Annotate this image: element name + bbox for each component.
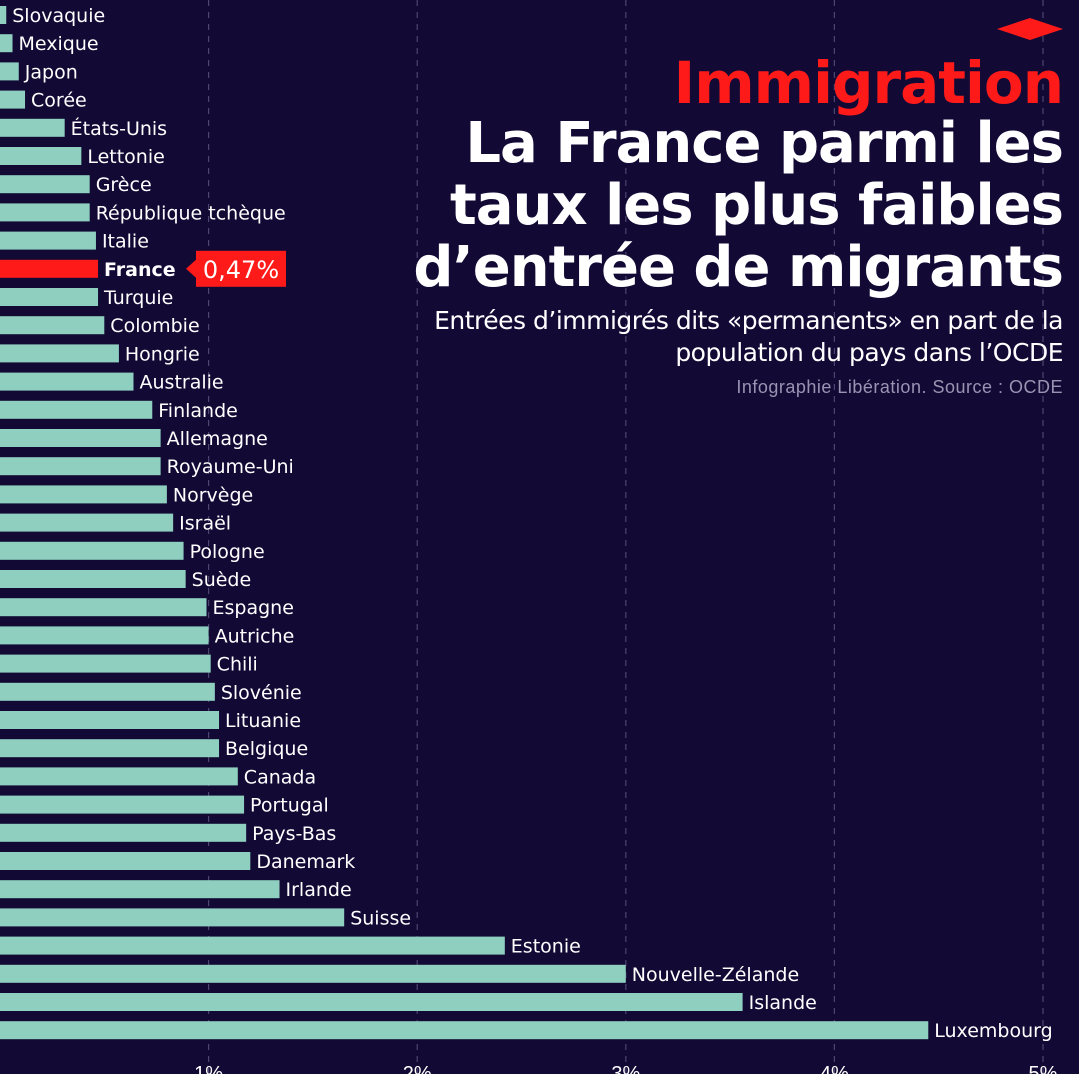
category-label: Japon [24,61,78,83]
x-tick-label: 5% [1029,1063,1058,1074]
category-label: Hongrie [125,343,200,365]
category-label: France [104,259,176,281]
bar [0,344,119,363]
bar [0,823,247,842]
category-label: Grèce [96,174,152,196]
bar [0,62,19,81]
category-label: Autriche [215,625,295,647]
chart-subtitle: Entrées d’immigrés dits «permanents» en … [434,306,1063,367]
callout-pointer [186,259,196,278]
category-label: Suisse [350,907,411,929]
category-label: Islande [749,992,817,1014]
category-label: Turquie [103,287,173,309]
bar [0,90,26,109]
category-label: Nouvelle-Zélande [632,964,799,986]
category-label: Canada [244,766,316,788]
category-label: Colombie [110,315,199,337]
category-label: Norvège [173,484,253,506]
bar [0,852,251,870]
bar [0,175,90,194]
category-label: Danemark [256,851,355,873]
category-label: Slovénie [221,682,302,704]
highlight-callout: 0,47% [186,250,286,287]
category-label: Irlande [286,879,352,901]
bar [0,993,743,1011]
x-tick-label: 2% [403,1063,432,1074]
bar [0,767,238,786]
bar [0,711,220,729]
bar [0,400,153,419]
bar [0,541,184,560]
category-label: Suède [192,569,252,591]
bar [0,880,280,899]
bar [0,964,626,983]
category-label: Finlande [158,400,238,422]
bar [0,231,96,250]
category-label: Lettonie [87,146,164,168]
category-label: Australie [140,372,224,394]
category-label: Luxembourg [934,1020,1052,1042]
category-label: Corée [31,90,87,112]
bar [0,513,174,532]
x-axis-ticks: 1% 2% 3% 4% 5% [194,1063,1058,1074]
category-label: Pays-Bas [252,823,336,845]
chart-kicker: Immigration [673,49,1064,117]
bar [0,118,65,137]
bar [0,147,82,165]
category-label: Portugal [250,795,329,817]
bar [0,570,186,588]
category-label: Lituanie [225,710,301,732]
bar [0,372,134,391]
bar [0,429,161,447]
bar [0,936,505,955]
bar [0,34,13,53]
category-label: Pologne [190,541,265,563]
category-label: Mexique [19,33,99,55]
category-label: Chili [217,654,258,676]
bar [0,654,211,673]
bar [0,259,99,278]
bar [0,485,167,504]
category-label: République tchèque [96,202,286,224]
highlight-value-label: 0,47% [203,256,279,284]
chart-title: La France parmi les taux les plus faible… [413,111,1064,300]
bar [0,908,345,927]
bar [0,682,215,701]
category-label: Slovaquie [12,5,105,27]
category-label: Israël [179,513,231,535]
category-label: Royaume-Uni [167,456,294,478]
x-tick-label: 1% [194,1063,223,1074]
bar [0,1021,929,1040]
chart-header: Immigration La France parmi les taux les… [333,18,1064,398]
callout-box [196,250,286,287]
bar [0,203,90,222]
x-tick-label: 4% [820,1063,849,1074]
bar [0,457,161,476]
bars [0,6,929,1040]
category-label: États-Unis [71,117,167,140]
category-label: Espagne [213,597,294,619]
bar [0,739,220,758]
diamond-icon [997,18,1063,40]
bar [0,6,7,24]
category-labels: Slovaquie Mexique Japon Corée États-Unis Lett… [12,5,1052,1042]
bar [0,795,245,814]
category-label: Belgique [225,738,308,760]
category-label: Italie [102,231,149,253]
bar [0,626,209,645]
bar [0,288,99,306]
x-tick-label: 3% [611,1063,640,1074]
category-label: Estonie [511,936,581,958]
category-label: Allemagne [167,428,268,450]
bar [0,316,105,335]
bar [0,598,207,617]
chart-source: Infographie Libération. Source : OCDE [736,377,1063,397]
